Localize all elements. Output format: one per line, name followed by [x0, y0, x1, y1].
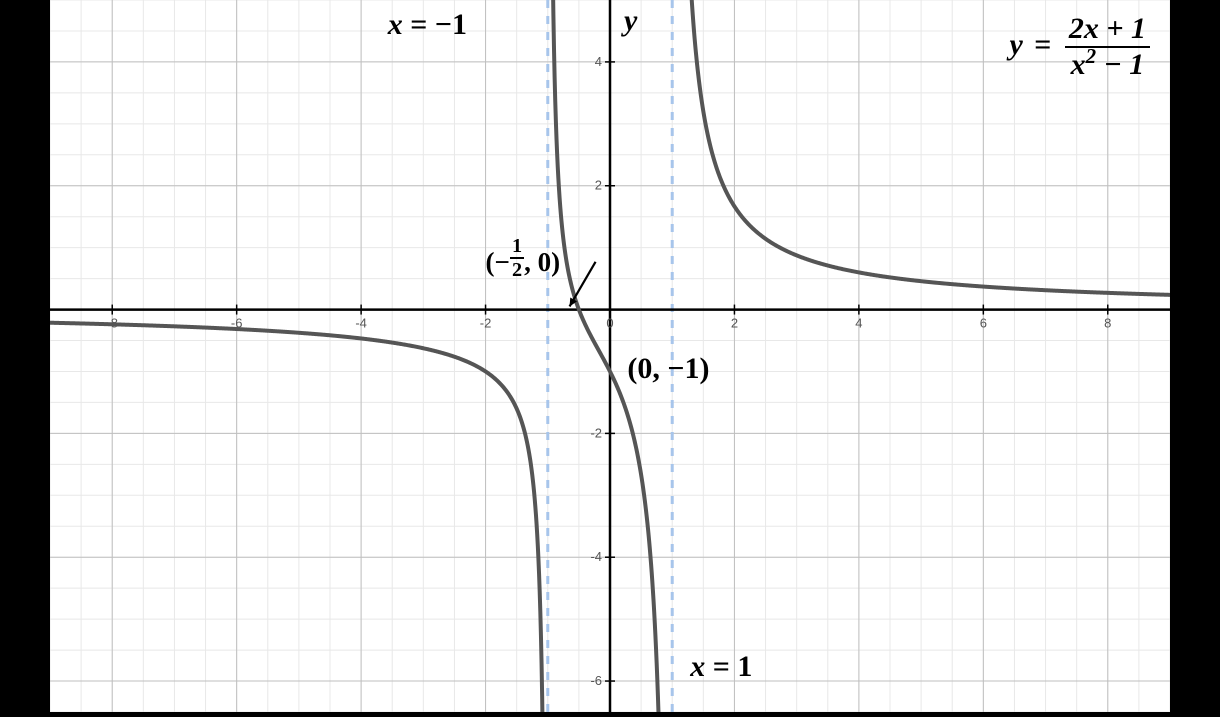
svg-text:-2: -2: [590, 425, 602, 440]
svg-text:2: 2: [731, 316, 738, 331]
x-intercept-fraction: 12: [510, 236, 524, 281]
equation-equals: =: [1034, 28, 1051, 61]
asymptote-left-label: x = −1: [388, 8, 467, 42]
y-intercept-label: (0, −1): [627, 352, 709, 386]
chart-svg: -8-6-4-202468-6-4-224: [50, 0, 1170, 712]
equation-denominator: x2 − 1: [1065, 48, 1150, 80]
asymptote-right-label: x = 1: [690, 650, 752, 684]
svg-text:4: 4: [595, 54, 602, 69]
svg-text:6: 6: [980, 316, 987, 331]
svg-text:4: 4: [855, 316, 862, 331]
svg-text:8: 8: [1104, 316, 1111, 331]
y-axis-label: y: [624, 4, 637, 38]
equation-label: y = 2x + 1 x2 − 1: [1009, 14, 1150, 80]
svg-text:-4: -4: [355, 316, 367, 331]
svg-text:2: 2: [595, 178, 602, 193]
svg-text:-4: -4: [590, 549, 602, 564]
x-intercept-label: (−12, 0): [486, 236, 561, 281]
svg-text:-6: -6: [590, 673, 602, 688]
equation-fraction: 2x + 1 x2 − 1: [1065, 14, 1150, 80]
chart-area: -8-6-4-202468-6-4-224 y y = 2x + 1 x2 − …: [50, 0, 1170, 712]
equation-y: y: [1009, 28, 1022, 61]
equation-numerator: 2x + 1: [1065, 14, 1150, 48]
y-axis-label-text: y: [624, 4, 637, 37]
svg-text:-2: -2: [480, 316, 492, 331]
svg-text:0: 0: [606, 316, 613, 331]
